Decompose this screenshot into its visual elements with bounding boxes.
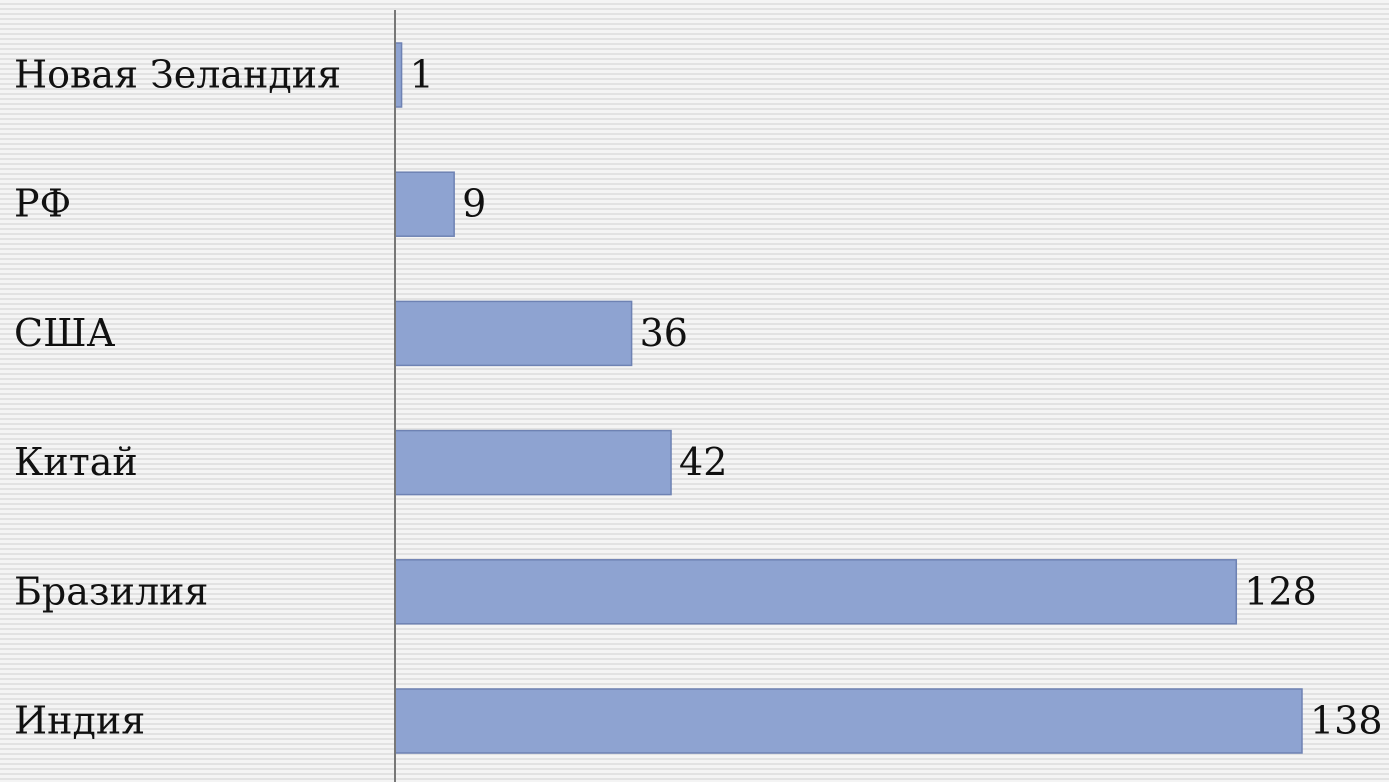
bar xyxy=(394,429,672,496)
category-label: Бразилия xyxy=(14,569,208,613)
category-label: Индия xyxy=(14,699,145,743)
category-label: РФ xyxy=(14,182,71,226)
value-label: 128 xyxy=(1244,569,1317,613)
bar xyxy=(394,688,1303,754)
category-label: Новая Зеландия xyxy=(14,53,341,97)
bar xyxy=(394,171,455,237)
category-label: Китай xyxy=(14,440,138,484)
value-label: 36 xyxy=(640,311,688,355)
bar xyxy=(394,559,1238,625)
bar xyxy=(394,300,633,367)
category-label: США xyxy=(14,311,115,355)
value-label: 42 xyxy=(679,440,727,484)
value-label: 9 xyxy=(462,182,486,226)
value-label: 1 xyxy=(410,53,434,97)
value-label: 138 xyxy=(1310,699,1383,743)
